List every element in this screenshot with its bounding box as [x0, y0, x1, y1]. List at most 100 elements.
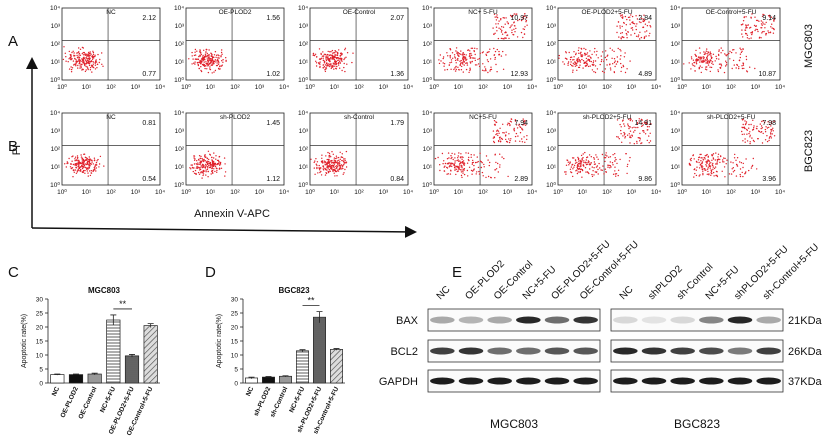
dot: [469, 57, 471, 59]
dot: [746, 71, 749, 73]
dot: [632, 29, 634, 31]
dot: [565, 171, 567, 173]
dot: [328, 160, 330, 162]
quadrant-ur: 7.98: [762, 120, 776, 127]
dot: [478, 65, 481, 68]
dot: [648, 21, 650, 23]
dot: [85, 57, 87, 59]
dot: [459, 64, 461, 67]
dot: [617, 21, 620, 23]
dot: [335, 165, 337, 168]
dot: [495, 133, 497, 136]
dot: [710, 169, 712, 171]
dot: [735, 159, 737, 161]
dot: [76, 155, 79, 157]
bar: [296, 350, 309, 384]
dot: [81, 162, 83, 165]
dot: [485, 176, 487, 179]
dot: [649, 25, 651, 27]
dot: [623, 131, 625, 134]
dot: [706, 153, 708, 156]
dot: [710, 162, 712, 164]
dot: [330, 160, 332, 162]
dot: [327, 168, 329, 170]
bar: [330, 349, 343, 384]
y-tick-label: 10⁴: [50, 110, 60, 117]
x-tick-label: 10⁴: [527, 84, 537, 91]
dot: [205, 62, 207, 65]
dot: [334, 62, 336, 64]
dot: [756, 168, 758, 170]
dot: [201, 166, 203, 169]
dot: [446, 68, 449, 71]
dot: [705, 164, 707, 166]
dot: [726, 159, 728, 161]
dot: [757, 30, 759, 33]
x-tick-label: 10²: [354, 189, 364, 196]
dot: [320, 53, 322, 56]
dot: [75, 62, 77, 65]
dot: [84, 156, 87, 158]
dot: [708, 160, 711, 162]
dot: [593, 163, 596, 165]
dot: [204, 55, 207, 58]
dot: [587, 55, 589, 57]
dot: [210, 173, 212, 175]
y-tick-label: 10³: [299, 128, 309, 135]
dot: [567, 62, 569, 65]
dot: [629, 156, 631, 159]
dot: [690, 159, 692, 162]
dot: [82, 68, 84, 70]
dot: [441, 152, 444, 155]
dot: [456, 159, 458, 162]
dot: [202, 173, 205, 175]
bar: [313, 316, 326, 384]
dot: [619, 15, 622, 17]
dot: [450, 169, 452, 171]
dot: [78, 47, 80, 49]
dot: [747, 24, 749, 26]
dot: [716, 160, 719, 162]
dot: [326, 158, 328, 161]
x-tick-label: 10³: [131, 189, 141, 196]
dot: [206, 163, 209, 166]
row-label: GAPDH: [379, 376, 418, 388]
dot: [755, 25, 758, 27]
y-tick-label: 10⁴: [298, 110, 308, 117]
dot: [474, 161, 477, 164]
dot: [611, 49, 614, 51]
dot: [463, 163, 465, 165]
dot: [514, 135, 517, 138]
significance: **: [307, 296, 315, 306]
y-tick-label: 10⁰: [174, 181, 184, 189]
dot: [323, 169, 325, 171]
dot: [516, 127, 519, 129]
dot: [336, 175, 338, 177]
dot: [95, 170, 97, 172]
dot: [615, 175, 617, 177]
dot: [765, 126, 767, 128]
dot: [318, 164, 320, 167]
dot: [723, 157, 725, 159]
dot: [585, 65, 587, 67]
dot: [629, 119, 631, 122]
dot: [478, 57, 481, 60]
dot: [334, 175, 336, 177]
x-tick-label: 10³: [131, 84, 141, 91]
dot: [341, 159, 343, 162]
dot: [494, 58, 496, 60]
dot: [87, 160, 89, 162]
dot: [752, 157, 754, 160]
plot-title: sh-PLOD2: [220, 114, 251, 121]
dot: [712, 53, 715, 55]
dot: [517, 19, 519, 22]
dot: [703, 157, 706, 159]
dot: [86, 157, 88, 160]
dot: [204, 167, 207, 169]
dot: [495, 168, 498, 170]
dot: [751, 33, 753, 36]
dot: [633, 23, 636, 25]
dot: [94, 165, 96, 168]
dot: [770, 130, 772, 132]
dot: [741, 29, 743, 31]
